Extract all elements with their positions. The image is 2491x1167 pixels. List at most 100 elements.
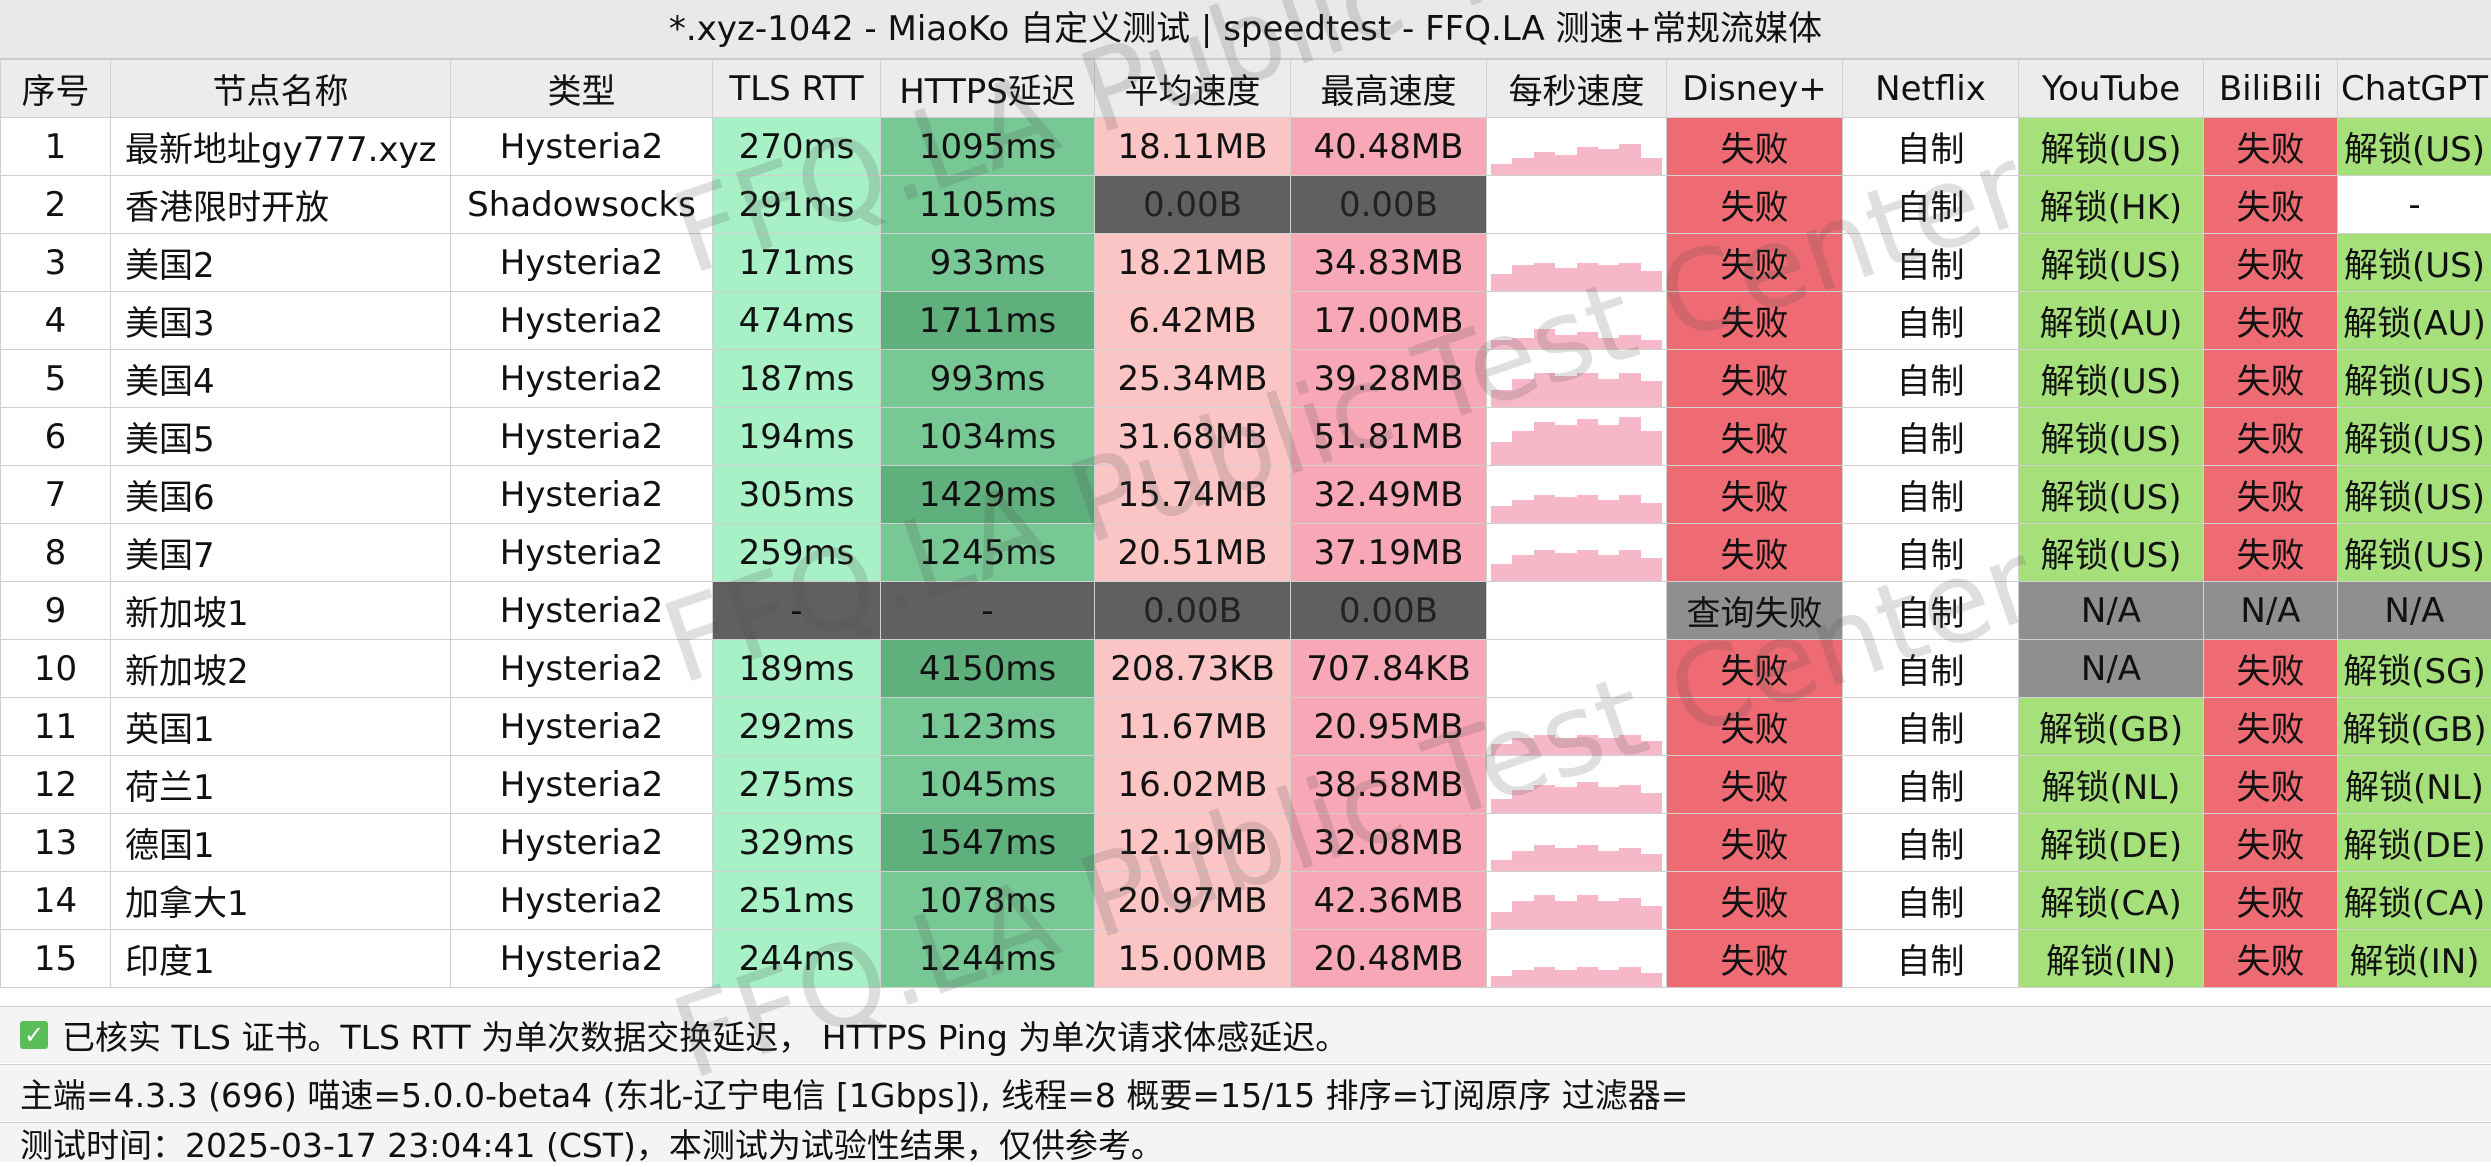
speed-sparkline bbox=[1487, 814, 1666, 871]
cell-netflix: 自制 bbox=[1843, 292, 2019, 350]
sparkline-bar bbox=[1577, 495, 1598, 524]
cell-per-second-speed bbox=[1487, 640, 1667, 698]
cell-id: 6 bbox=[1, 408, 111, 466]
sparkline-bar bbox=[1491, 912, 1512, 929]
cell-netflix: 自制 bbox=[1843, 814, 2019, 872]
sparkline-bar bbox=[1577, 147, 1598, 176]
cell-tls-rtt: 187ms bbox=[713, 350, 881, 408]
sparkline-bar bbox=[1619, 263, 1640, 292]
col-header-chatgpt: ChatGPT bbox=[2338, 60, 2491, 118]
cell-bilibili: 失败 bbox=[2204, 640, 2338, 698]
col-header-avg-speed: 平均速度 bbox=[1095, 60, 1291, 118]
cell-chatgpt: 解锁(US) bbox=[2338, 350, 2491, 408]
sparkline-bar bbox=[1491, 340, 1512, 349]
cell-node-name: 美国4 bbox=[111, 350, 451, 408]
sparkline-bar bbox=[1512, 379, 1533, 408]
cell-per-second-speed bbox=[1487, 524, 1667, 582]
sparkline-bar bbox=[1641, 854, 1662, 871]
cell-tls-rtt: 259ms bbox=[713, 524, 881, 582]
sparkline-bar bbox=[1534, 735, 1555, 755]
col-header-bilibili: BiliBili bbox=[2204, 60, 2338, 118]
cell-bilibili: 失败 bbox=[2204, 292, 2338, 350]
cell-tls-rtt: 305ms bbox=[713, 466, 881, 524]
sparkline-bar bbox=[1619, 785, 1640, 814]
cell-youtube: N/A bbox=[2019, 640, 2204, 698]
sparkline-bar bbox=[1577, 332, 1598, 349]
col-header-youtube: YouTube bbox=[2019, 60, 2204, 118]
sparkline-bar bbox=[1619, 550, 1640, 581]
sparkline-bar bbox=[1512, 901, 1533, 930]
sparkline-bar bbox=[1619, 848, 1640, 871]
cell-id: 4 bbox=[1, 292, 111, 350]
sparkline-bar bbox=[1534, 967, 1555, 987]
cell-chatgpt: 解锁(US) bbox=[2338, 118, 2491, 176]
cell-type: Hysteria2 bbox=[451, 640, 713, 698]
sparkline-bar bbox=[1619, 495, 1640, 524]
sparkline-bar bbox=[1598, 425, 1619, 465]
cell-type: Hysteria2 bbox=[451, 292, 713, 350]
cell-per-second-speed bbox=[1487, 176, 1667, 234]
sparkline-bar bbox=[1555, 268, 1576, 291]
cell-max-speed: 0.00B bbox=[1291, 176, 1487, 234]
cell-id: 3 bbox=[1, 234, 111, 292]
cell-https-latency: 1547ms bbox=[881, 814, 1095, 872]
sparkline-bar bbox=[1598, 970, 1619, 987]
cell-netflix: 自制 bbox=[1843, 118, 2019, 176]
sparkline-bar bbox=[1512, 790, 1533, 813]
sparkline-bar bbox=[1555, 497, 1576, 523]
cell-max-speed: 38.58MB bbox=[1291, 756, 1487, 814]
sparkline-bar bbox=[1491, 164, 1512, 175]
cell-https-latency: 993ms bbox=[881, 350, 1095, 408]
cell-bilibili: 失败 bbox=[2204, 234, 2338, 292]
sparkline-bar bbox=[1512, 158, 1533, 175]
cell-https-latency: 1245ms bbox=[881, 524, 1095, 582]
cell-id: 8 bbox=[1, 524, 111, 582]
sparkline-bar bbox=[1577, 419, 1598, 465]
cell-youtube: 解锁(US) bbox=[2019, 118, 2204, 176]
cell-disney: 失败 bbox=[1667, 408, 1843, 466]
cell-youtube: N/A bbox=[2019, 582, 2204, 640]
cell-per-second-speed bbox=[1487, 698, 1667, 756]
cell-per-second-speed bbox=[1487, 872, 1667, 930]
cell-disney: 失败 bbox=[1667, 176, 1843, 234]
sparkline-bar bbox=[1512, 500, 1533, 523]
cell-node-name: 美国7 bbox=[111, 524, 451, 582]
cell-avg-speed: 12.19MB bbox=[1095, 814, 1291, 872]
sparkline-bar bbox=[1619, 335, 1640, 349]
cell-id: 12 bbox=[1, 756, 111, 814]
cell-node-name: 新加坡1 bbox=[111, 582, 451, 640]
sparkline-bar bbox=[1577, 550, 1598, 581]
footer-time: 测试时间：2025-03-17 23:04:41 (CST)，本测试为试验性结果… bbox=[0, 1122, 2491, 1162]
cell-youtube: 解锁(CA) bbox=[2019, 872, 2204, 930]
sparkline-bar bbox=[1641, 741, 1662, 755]
cell-per-second-speed bbox=[1487, 756, 1667, 814]
cell-tls-rtt: 194ms bbox=[713, 408, 881, 466]
sparkline-bar bbox=[1619, 735, 1640, 755]
speed-sparkline bbox=[1487, 872, 1666, 929]
cell-youtube: 解锁(US) bbox=[2019, 350, 2204, 408]
sparkline-bar bbox=[1555, 553, 1576, 582]
sparkline-bar bbox=[1512, 970, 1533, 987]
cell-youtube: 解锁(IN) bbox=[2019, 930, 2204, 988]
cell-node-name: 美国6 bbox=[111, 466, 451, 524]
cell-disney: 失败 bbox=[1667, 872, 1843, 930]
sparkline-bar bbox=[1534, 152, 1555, 175]
sparkline-bar bbox=[1641, 381, 1662, 407]
cell-youtube: 解锁(US) bbox=[2019, 408, 2204, 466]
cell-id: 5 bbox=[1, 350, 111, 408]
cell-node-name: 新加坡2 bbox=[111, 640, 451, 698]
sparkline-bar bbox=[1641, 503, 1662, 523]
cell-chatgpt: 解锁(US) bbox=[2338, 466, 2491, 524]
sparkline-bar bbox=[1534, 495, 1555, 524]
cell-bilibili: 失败 bbox=[2204, 524, 2338, 582]
cell-https-latency: 1045ms bbox=[881, 756, 1095, 814]
cell-avg-speed: 6.42MB bbox=[1095, 292, 1291, 350]
sparkline-bar bbox=[1555, 376, 1576, 407]
cell-netflix: 自制 bbox=[1843, 350, 2019, 408]
